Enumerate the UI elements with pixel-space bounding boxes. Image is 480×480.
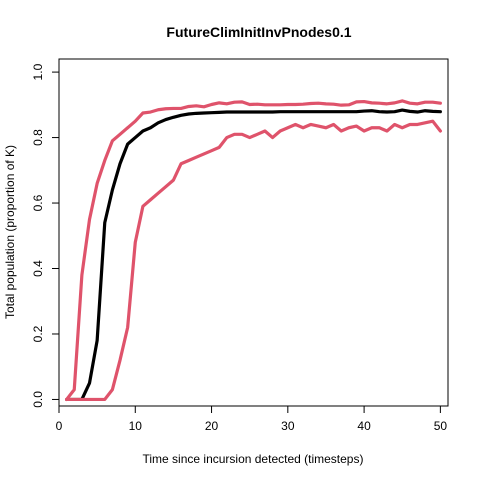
y-tick-label: 0.2	[31, 325, 45, 342]
x-tick-label: 20	[205, 419, 219, 433]
y-tick-label: 0.6	[31, 194, 45, 211]
x-tick-label: 30	[281, 419, 295, 433]
y-tick-label: 0.8	[31, 129, 45, 146]
x-axis-label: Time since incursion detected (timesteps…	[143, 452, 364, 466]
series-line-3	[65, 119, 442, 402]
x-axis: 0 10 20 30 40 50	[56, 405, 448, 433]
y-tick-label: 0.4	[31, 260, 45, 277]
series-line-2	[65, 99, 442, 402]
x-tick-label: 40	[357, 419, 371, 433]
series-line-1	[65, 108, 442, 402]
y-axis-label: Total population (proportion of K)	[3, 145, 17, 319]
x-tick-label: 50	[434, 419, 448, 433]
y-tick-label: 0.0	[31, 391, 45, 408]
chart-title: FutureClimInitInvPnodes0.1	[166, 24, 351, 40]
y-axis: 0.0 0.2 0.4 0.6 0.8 1.0	[31, 63, 60, 408]
x-tick-label: 0	[56, 419, 63, 433]
y-tick-label: 1.0	[31, 63, 45, 80]
x-tick-label: 10	[129, 419, 143, 433]
series-layer	[65, 99, 442, 402]
